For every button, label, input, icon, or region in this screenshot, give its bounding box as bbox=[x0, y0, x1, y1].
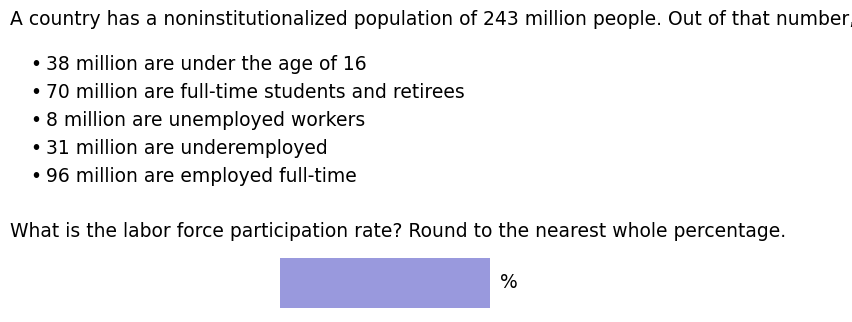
Text: %: % bbox=[500, 273, 518, 292]
Text: 38 million are under the age of 16: 38 million are under the age of 16 bbox=[46, 55, 366, 74]
Text: A country has a noninstitutionalized population of 243 million people. Out of th: A country has a noninstitutionalized pop… bbox=[10, 10, 852, 29]
Text: 8 million are unemployed workers: 8 million are unemployed workers bbox=[46, 111, 366, 130]
Text: 96 million are employed full-time: 96 million are employed full-time bbox=[46, 167, 357, 186]
Text: •: • bbox=[30, 111, 41, 130]
Text: •: • bbox=[30, 83, 41, 102]
Text: 31 million are underemployed: 31 million are underemployed bbox=[46, 139, 328, 158]
Text: What is the labor force participation rate? Round to the nearest whole percentag: What is the labor force participation ra… bbox=[10, 222, 786, 241]
Text: •: • bbox=[30, 167, 41, 186]
Text: 70 million are full-time students and retirees: 70 million are full-time students and re… bbox=[46, 83, 464, 102]
Text: •: • bbox=[30, 139, 41, 158]
Text: •: • bbox=[30, 55, 41, 74]
